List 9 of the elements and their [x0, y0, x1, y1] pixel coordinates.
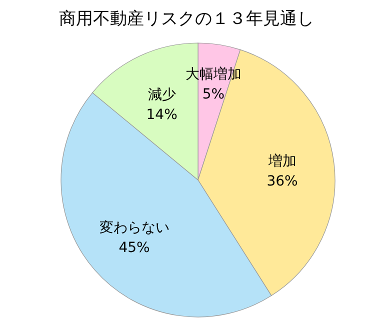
slice-label: 減少: [148, 87, 176, 104]
slice-label: 変わらない: [99, 220, 170, 236]
data-label: 36%: [266, 173, 298, 190]
chart-title: 商用不動産リスクの１３年見通し: [59, 9, 314, 29]
slice-label: 増加: [267, 152, 296, 170]
slice-label: 大幅増加: [185, 66, 242, 83]
data-label: 14%: [146, 107, 178, 124]
data-label: 5%: [202, 86, 225, 103]
data-label: 45%: [118, 240, 150, 256]
